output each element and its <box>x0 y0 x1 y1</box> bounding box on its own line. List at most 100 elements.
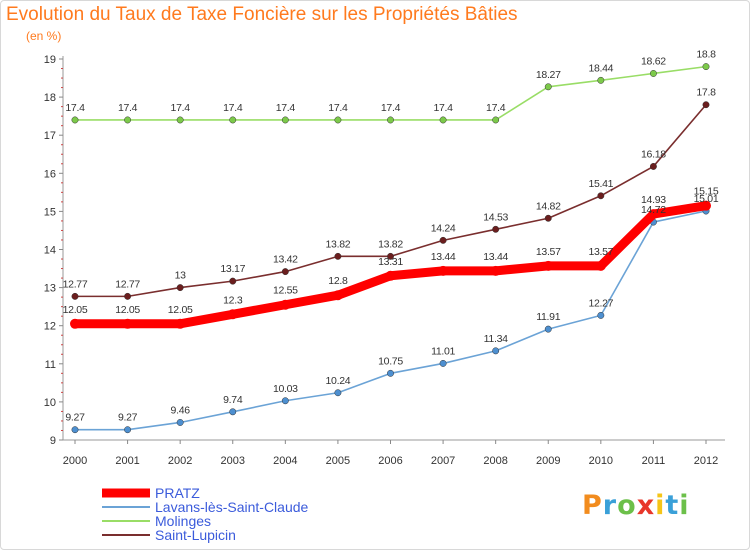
data-label: 10.03 <box>273 383 298 395</box>
data-label: 12.05 <box>115 304 140 316</box>
data-label: 12.55 <box>273 285 298 297</box>
data-point-molinges <box>492 116 500 124</box>
data-point-lavans-les-saint-claude <box>229 408 237 416</box>
data-label: 17.4 <box>223 102 243 114</box>
data-point-pratz <box>280 299 291 310</box>
data-point-lavans-les-saint-claude <box>124 426 132 434</box>
data-label: 12.05 <box>168 304 193 316</box>
data-label: 18.8 <box>696 49 716 61</box>
axes <box>59 56 725 444</box>
data-label: 14.53 <box>483 211 508 223</box>
x-tick-label: 2003 <box>221 455 245 467</box>
data-label: 14.82 <box>536 200 561 212</box>
data-label: 17.4 <box>328 102 348 114</box>
data-label: 14.24 <box>431 222 456 234</box>
data-label: 18.27 <box>536 69 561 81</box>
data-label: 17.4 <box>65 102 85 114</box>
series-lines <box>70 63 711 434</box>
x-tick-label: 2005 <box>326 455 350 467</box>
y-tick-label: 11 <box>45 359 56 371</box>
data-point-saint-lupicin <box>649 162 657 170</box>
data-label: 11.34 <box>484 333 508 345</box>
data-point-molinges <box>702 63 710 71</box>
data-point-pratz <box>543 260 554 271</box>
data-point-lavans-les-saint-claude <box>71 426 79 434</box>
data-label: 13.17 <box>220 263 245 275</box>
y-tick-label: 16 <box>44 168 56 180</box>
data-label: 13 <box>175 270 187 282</box>
logo-letter: t <box>665 490 680 521</box>
data-label: 15.15 <box>694 186 719 198</box>
data-point-saint-lupicin <box>229 277 237 285</box>
data-point-pratz <box>438 265 449 276</box>
data-label: 17.4 <box>118 102 138 114</box>
data-point-pratz <box>227 309 238 320</box>
data-label: 17.4 <box>486 102 506 114</box>
data-point-pratz <box>490 265 501 276</box>
data-label: 9.27 <box>65 412 85 424</box>
x-tick-label: 2002 <box>168 455 192 467</box>
data-label: 13.31 <box>378 256 403 268</box>
logo-letter: i <box>655 490 666 521</box>
y-tick-label: 18 <box>44 92 56 104</box>
data-point-pratz <box>70 318 80 329</box>
data-label: 15.41 <box>588 178 613 190</box>
data-point-molinges <box>176 116 184 124</box>
data-point-pratz <box>648 209 659 220</box>
data-point-saint-lupicin <box>124 292 132 300</box>
logo-letter: P <box>582 490 603 521</box>
data-point-pratz <box>332 290 343 301</box>
data-point-lavans-les-saint-claude <box>176 419 184 426</box>
data-label: 9.27 <box>118 412 138 424</box>
data-point-pratz <box>595 260 606 271</box>
legend-label-molinges: Molinges <box>155 513 211 529</box>
data-point-saint-lupicin <box>597 192 605 200</box>
chart-title: Evolution du Taux de Taxe Foncière sur l… <box>6 4 518 25</box>
x-tick-label: 2008 <box>483 455 507 467</box>
x-tick-label: 2007 <box>431 455 455 467</box>
tick-labels: 9 10 11 12 13 14 15 16 17 18 19 2000 2001 2002 2003 200… <box>44 54 718 467</box>
data-label: 17.4 <box>433 102 453 114</box>
logo-letter: i <box>679 490 690 521</box>
data-point-saint-lupicin <box>334 252 342 260</box>
x-tick-label: 2001 <box>115 455 139 467</box>
data-label: 9.74 <box>223 394 243 406</box>
logo-letter: r <box>602 490 618 521</box>
y-tick-label: 12 <box>44 321 56 333</box>
x-tick-label: 2011 <box>642 455 666 467</box>
data-label: 13.57 <box>536 246 561 258</box>
y-tick-label: 10 <box>44 397 56 409</box>
data-label: 16.18 <box>641 148 666 160</box>
data-label: 11.01 <box>431 345 455 357</box>
data-label: 17.8 <box>696 87 716 99</box>
data-point-pratz <box>701 200 711 211</box>
x-tick-label: 2000 <box>63 455 87 467</box>
data-label: 10.75 <box>378 355 403 367</box>
data-point-saint-lupicin <box>702 101 710 109</box>
data-point-molinges <box>229 116 237 124</box>
data-labels: 12.05 12.05 12.05 12.3 12.55 12.8 13.31 13.44 13… <box>63 49 720 424</box>
data-label: 13.42 <box>273 254 298 266</box>
data-point-lavans-les-saint-claude <box>334 389 342 397</box>
logo-letter: x <box>636 490 656 521</box>
x-tick-label: 2004 <box>273 455 297 467</box>
data-point-molinges <box>649 70 657 77</box>
data-label: 14.93 <box>641 194 666 206</box>
data-point-saint-lupicin <box>281 268 289 276</box>
data-point-saint-lupicin <box>71 292 79 300</box>
data-label: 17.4 <box>171 102 191 114</box>
data-label: 12.27 <box>588 297 613 309</box>
y-tick-label: 9 <box>50 435 56 447</box>
x-tick-label: 2006 <box>378 455 402 467</box>
y-tick-label: 17 <box>44 130 56 142</box>
unit-label: (en %) <box>26 29 62 43</box>
data-point-pratz <box>175 318 186 329</box>
data-label: 12.8 <box>328 275 348 287</box>
data-label: 11.91 <box>536 311 560 323</box>
data-label: 12.3 <box>223 294 243 306</box>
data-point-molinges <box>281 116 289 124</box>
data-label: 14.72 <box>641 204 666 216</box>
x-tick-label: 2010 <box>589 455 613 467</box>
data-point-saint-lupicin <box>544 214 552 222</box>
